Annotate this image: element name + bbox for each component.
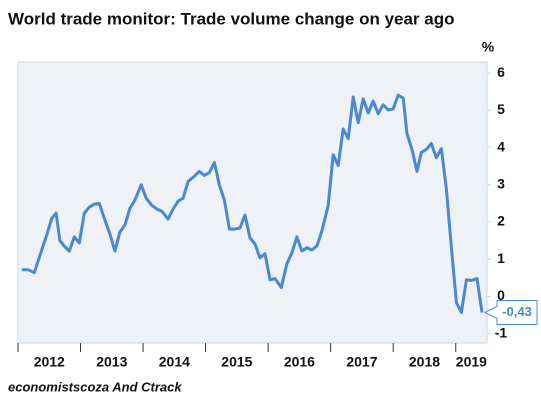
y-tick-label: 0	[497, 287, 505, 303]
annotation: -0,43	[502, 304, 532, 319]
y-tick-label: 5	[497, 101, 505, 117]
line	[21, 93, 484, 314]
x-tick-label: 2013	[96, 354, 127, 370]
x-tick-label: 2016	[284, 354, 315, 370]
y-tick-label: -1	[495, 324, 508, 340]
plot-area	[17, 61, 488, 344]
annotation-box	[483, 299, 538, 325]
y-axis-label: %	[482, 39, 495, 55]
x-tick-label: 2019	[456, 354, 487, 370]
y-tick-label: 4	[497, 138, 505, 154]
x-tick-label: 2017	[346, 354, 377, 370]
y-tick-label: 3	[497, 176, 505, 192]
x-tick-label: 2014	[159, 354, 190, 370]
y-tick-label: 6	[497, 64, 505, 80]
x-tick-label: 2015	[221, 354, 252, 370]
x-tick-label: 2012	[34, 354, 65, 370]
source: economistscoza And Ctrack	[8, 379, 182, 394]
chart-title: World trade monitor: Trade volume change…	[8, 9, 455, 28]
y-tick-label: 1	[497, 250, 505, 266]
x-tick-label: 2018	[409, 354, 440, 370]
y-tick-label: 2	[497, 213, 505, 229]
